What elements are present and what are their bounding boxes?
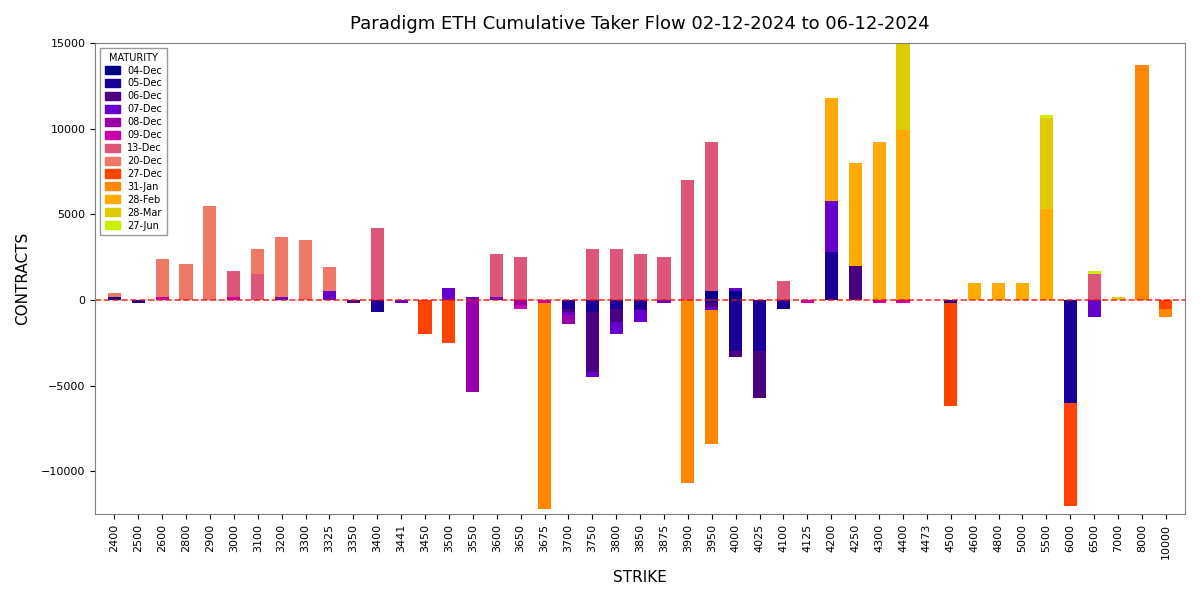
Bar: [634, 300, 647, 310]
Bar: [610, 308, 623, 322]
Bar: [203, 206, 216, 300]
Y-axis label: CONTRACTS: CONTRACTS: [14, 232, 30, 325]
Bar: [443, 288, 456, 300]
Bar: [872, 300, 886, 304]
Bar: [323, 292, 336, 300]
Bar: [754, 300, 766, 352]
Bar: [586, 300, 599, 312]
Bar: [586, 372, 599, 377]
Bar: [1087, 300, 1100, 317]
Bar: [108, 293, 121, 296]
Bar: [1063, 403, 1076, 506]
Bar: [776, 300, 790, 308]
Legend: 04-Dec, 05-Dec, 06-Dec, 07-Dec, 08-Dec, 09-Dec, 13-Dec, 20-Dec, 27-Dec, 31-Jan, : 04-Dec, 05-Dec, 06-Dec, 07-Dec, 08-Dec, …: [100, 48, 167, 235]
Bar: [1087, 271, 1100, 274]
Bar: [323, 268, 336, 292]
Bar: [180, 264, 192, 300]
Bar: [156, 296, 169, 300]
Bar: [132, 300, 145, 304]
Bar: [514, 305, 527, 308]
Bar: [944, 304, 958, 406]
Bar: [658, 257, 671, 300]
Bar: [1159, 300, 1172, 308]
Bar: [682, 180, 695, 300]
Bar: [275, 236, 288, 296]
Bar: [251, 248, 264, 274]
Bar: [586, 248, 599, 300]
Bar: [1159, 308, 1172, 317]
Bar: [538, 300, 551, 304]
Bar: [1040, 118, 1052, 209]
Bar: [1087, 274, 1100, 300]
Bar: [538, 304, 551, 509]
Bar: [968, 283, 982, 300]
Bar: [824, 200, 838, 252]
Bar: [634, 310, 647, 322]
Bar: [1016, 283, 1030, 300]
Bar: [562, 312, 575, 316]
Bar: [562, 316, 575, 324]
Bar: [514, 257, 527, 300]
Bar: [706, 307, 719, 310]
Bar: [347, 300, 360, 304]
Bar: [467, 296, 479, 300]
Bar: [896, 300, 910, 304]
Bar: [1040, 115, 1052, 118]
Bar: [371, 300, 384, 312]
Bar: [992, 283, 1006, 300]
Bar: [610, 322, 623, 334]
X-axis label: STRIKE: STRIKE: [613, 570, 667, 585]
Bar: [1111, 296, 1124, 300]
Bar: [610, 300, 623, 308]
Bar: [730, 300, 743, 352]
Bar: [824, 98, 838, 200]
Bar: [682, 300, 695, 484]
Bar: [706, 142, 719, 292]
Bar: [776, 281, 790, 300]
Bar: [227, 271, 240, 296]
Bar: [108, 296, 121, 300]
Bar: [562, 308, 575, 312]
Bar: [562, 300, 575, 308]
Title: Paradigm ETH Cumulative Taker Flow 02-12-2024 to 06-12-2024: Paradigm ETH Cumulative Taker Flow 02-12…: [350, 15, 930, 33]
Bar: [658, 300, 671, 304]
Bar: [848, 266, 862, 300]
Bar: [227, 296, 240, 300]
Bar: [156, 259, 169, 296]
Bar: [706, 300, 719, 304]
Bar: [251, 274, 264, 300]
Bar: [634, 254, 647, 300]
Bar: [706, 292, 719, 300]
Bar: [299, 240, 312, 300]
Bar: [730, 352, 743, 356]
Bar: [443, 300, 456, 343]
Bar: [824, 252, 838, 300]
Bar: [1135, 65, 1148, 300]
Bar: [872, 142, 886, 300]
Bar: [490, 254, 503, 296]
Bar: [610, 248, 623, 300]
Bar: [1040, 209, 1052, 300]
Bar: [514, 300, 527, 305]
Bar: [1063, 300, 1076, 403]
Bar: [706, 310, 719, 444]
Bar: [754, 352, 766, 398]
Bar: [944, 300, 958, 304]
Bar: [275, 296, 288, 300]
Bar: [848, 163, 862, 266]
Bar: [371, 228, 384, 300]
Bar: [896, 22, 910, 130]
Bar: [706, 304, 719, 307]
Bar: [800, 300, 814, 304]
Bar: [730, 288, 743, 292]
Bar: [419, 300, 432, 334]
Bar: [467, 300, 479, 392]
Bar: [730, 292, 743, 300]
Bar: [395, 300, 408, 304]
Bar: [490, 296, 503, 300]
Bar: [586, 312, 599, 372]
Bar: [896, 130, 910, 300]
